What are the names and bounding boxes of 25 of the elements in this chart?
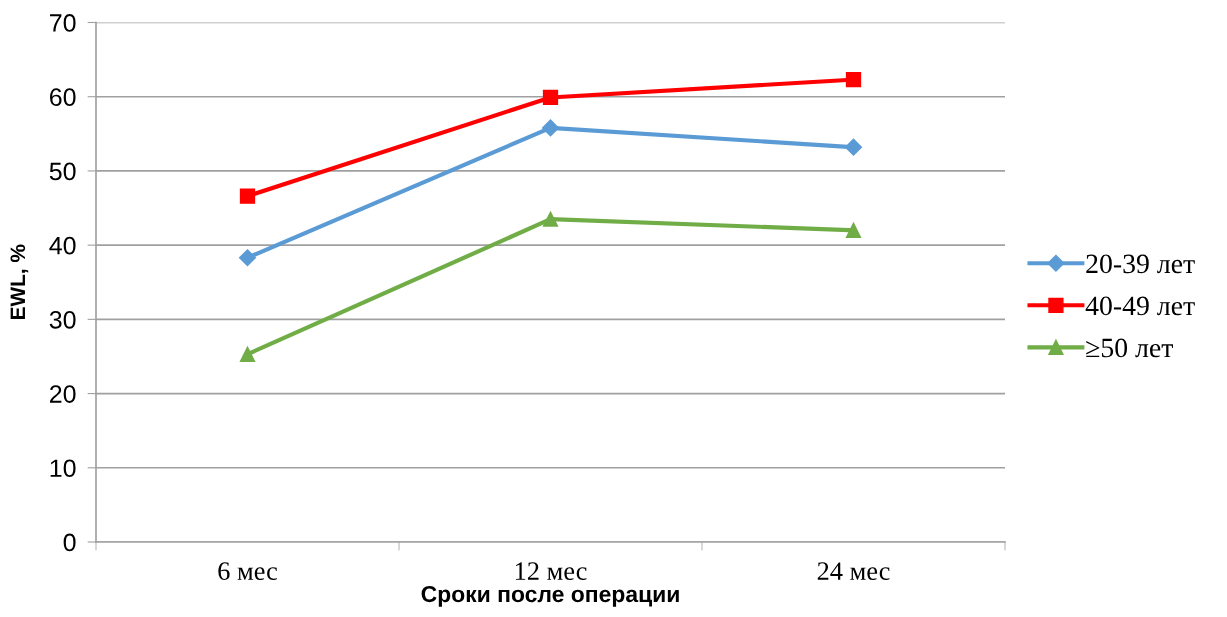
point — [844, 138, 863, 156]
x-tick-label: 6 мес — [218, 562, 277, 581]
legend-label: 40-49 лет — [1085, 296, 1195, 316]
legend-label: ≥50 лет — [1086, 338, 1173, 358]
point — [542, 89, 559, 106]
point — [541, 119, 560, 137]
y-tick-label: 70 — [50, 14, 76, 32]
point — [238, 249, 257, 267]
point — [239, 346, 256, 362]
y-tick-label: 0 — [63, 533, 76, 552]
point — [239, 188, 256, 204]
x-tick-label: 24 мес — [817, 562, 890, 581]
point — [845, 222, 862, 238]
y-axis-title: EWL, % — [10, 244, 29, 320]
y-tick-label: 30 — [49, 310, 76, 329]
y-tick-label: 10 — [50, 459, 76, 478]
x-tick-label: 12 мес — [515, 562, 587, 581]
y-tick-label: 40 — [49, 236, 76, 255]
y-tick-label: 20 — [50, 385, 76, 403]
legend-label: 20-39 лет — [1086, 254, 1195, 274]
y-tick-label: 60 — [50, 88, 76, 107]
x-axis-title: Сроки после операции — [421, 585, 679, 607]
y-tick-label: 50 — [49, 162, 76, 181]
point — [542, 211, 559, 227]
point — [845, 72, 862, 88]
